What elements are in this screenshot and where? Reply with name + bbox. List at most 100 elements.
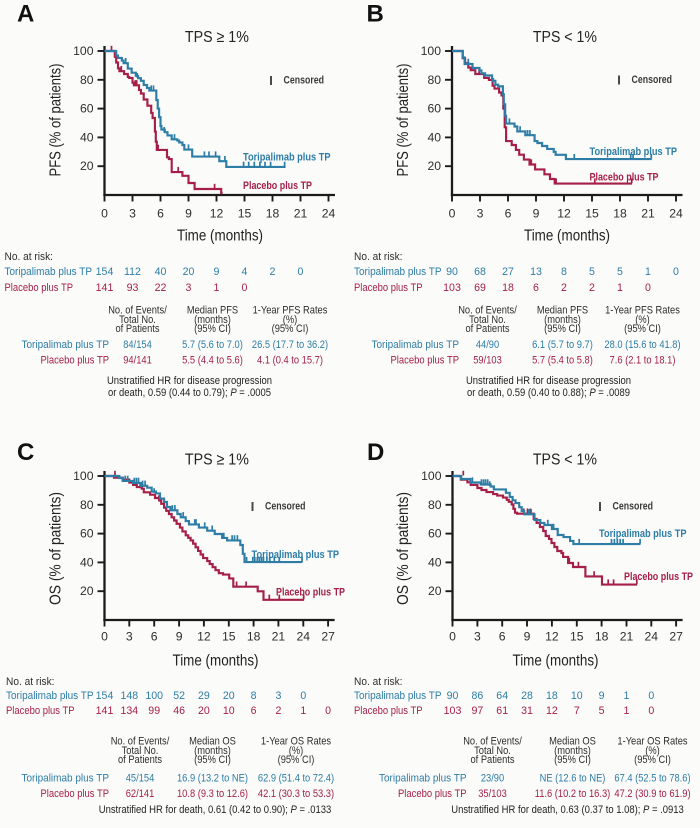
svg-text:9: 9 xyxy=(214,266,220,278)
svg-text:9: 9 xyxy=(176,630,183,644)
svg-text:Censored: Censored xyxy=(613,501,654,513)
svg-text:12: 12 xyxy=(557,206,571,220)
svg-text:80: 80 xyxy=(80,73,94,87)
svg-text:18: 18 xyxy=(595,630,609,644)
svg-text:OS (% of patients): OS (% of patients) xyxy=(48,492,65,605)
svg-text:8: 8 xyxy=(561,266,567,278)
svg-text:18: 18 xyxy=(266,206,280,220)
svg-text:OS (% of patients): OS (% of patients) xyxy=(395,492,412,605)
svg-text:No. at risk:: No. at risk: xyxy=(354,676,403,688)
svg-text:0: 0 xyxy=(648,705,654,717)
svg-text:Placebo plus TP: Placebo plus TP xyxy=(354,282,423,294)
svg-text:Total No.: Total No. xyxy=(119,314,156,326)
svg-text:Toripalimab plus TP: Toripalimab plus TP xyxy=(22,339,110,351)
svg-text:Censored: Censored xyxy=(265,501,306,513)
svg-text:60: 60 xyxy=(427,102,441,116)
svg-text:27: 27 xyxy=(669,630,683,644)
svg-text:1: 1 xyxy=(645,266,651,278)
svg-text:40: 40 xyxy=(80,555,94,569)
svg-text:4: 4 xyxy=(242,266,248,278)
svg-text:3: 3 xyxy=(186,282,192,294)
svg-text:B: B xyxy=(367,1,384,28)
svg-text:0: 0 xyxy=(300,690,306,702)
svg-text:0: 0 xyxy=(101,206,108,220)
svg-text:No. of Events/: No. of Events/ xyxy=(108,305,167,317)
svg-text:148: 148 xyxy=(120,690,138,702)
svg-text:46: 46 xyxy=(173,705,185,717)
svg-text:8: 8 xyxy=(251,690,257,702)
svg-text:0: 0 xyxy=(449,206,456,220)
svg-text:5: 5 xyxy=(617,266,623,278)
svg-text:90: 90 xyxy=(446,266,458,278)
svg-text:9: 9 xyxy=(524,630,531,644)
svg-text:60: 60 xyxy=(80,527,94,541)
svg-text:7.6 (2.1 to 18.1): 7.6 (2.1 to 18.1) xyxy=(610,355,676,367)
svg-text:(months): (months) xyxy=(554,745,591,757)
svg-text:35/103: 35/103 xyxy=(478,788,507,800)
svg-text:Toripalimab plus TP: Toripalimab plus TP xyxy=(6,690,94,702)
svg-text:1-Year OS Rates: 1-Year OS Rates xyxy=(261,736,331,748)
svg-text:69: 69 xyxy=(474,282,486,294)
svg-text:TPS ≥ 1%: TPS ≥ 1% xyxy=(185,452,249,469)
svg-text:3: 3 xyxy=(126,630,133,644)
svg-text:Placebo plus TP: Placebo plus TP xyxy=(590,172,659,184)
svg-text:100: 100 xyxy=(145,690,163,702)
svg-text:Median OS: Median OS xyxy=(549,736,596,748)
svg-text:59/103: 59/103 xyxy=(473,355,502,367)
svg-text:12: 12 xyxy=(197,630,211,644)
svg-text:12: 12 xyxy=(545,630,559,644)
svg-text:NE (12.6 to NE): NE (12.6 to NE) xyxy=(540,773,606,785)
svg-text:Censored: Censored xyxy=(284,75,325,87)
svg-text:No. of Events/: No. of Events/ xyxy=(463,736,522,748)
svg-text:7: 7 xyxy=(574,705,580,717)
svg-text:No. of Events/: No. of Events/ xyxy=(111,736,170,748)
svg-text:154: 154 xyxy=(96,690,114,702)
svg-text:21: 21 xyxy=(272,630,286,644)
svg-text:12: 12 xyxy=(210,206,224,220)
svg-text:5: 5 xyxy=(589,266,595,278)
svg-text:0: 0 xyxy=(648,690,654,702)
svg-text:0: 0 xyxy=(325,705,331,717)
svg-text:Toripalimab plus TP: Toripalimab plus TP xyxy=(243,152,331,164)
svg-text:3: 3 xyxy=(275,690,281,702)
svg-text:Time (months): Time (months) xyxy=(177,228,263,245)
svg-text:1: 1 xyxy=(617,282,623,294)
svg-text:6: 6 xyxy=(251,705,257,717)
svg-text:15: 15 xyxy=(585,206,599,220)
svg-text:3: 3 xyxy=(474,630,481,644)
svg-text:20: 20 xyxy=(428,584,442,598)
svg-text:Placebo plus TP: Placebo plus TP xyxy=(354,705,423,717)
svg-text:97: 97 xyxy=(472,705,484,717)
svg-text:of Patients: of Patients xyxy=(465,323,509,335)
svg-text:21: 21 xyxy=(294,206,308,220)
svg-text:20: 20 xyxy=(427,159,441,173)
svg-text:No. at risk:: No. at risk: xyxy=(354,251,403,263)
svg-text:Median PFS: Median PFS xyxy=(187,305,238,317)
svg-text:Placebo plus TP: Placebo plus TP xyxy=(276,587,345,599)
svg-text:18: 18 xyxy=(613,206,627,220)
svg-text:80: 80 xyxy=(427,73,441,87)
svg-text:31: 31 xyxy=(521,705,533,717)
svg-text:TPS < 1%: TPS < 1% xyxy=(533,29,597,46)
svg-text:29: 29 xyxy=(198,690,210,702)
svg-text:28: 28 xyxy=(521,690,533,702)
svg-text:PFS (% of patients): PFS (% of patients) xyxy=(395,64,412,177)
svg-text:44/90: 44/90 xyxy=(476,339,499,351)
svg-text:Censored: Censored xyxy=(632,74,673,86)
svg-text:134: 134 xyxy=(120,705,138,717)
svg-text:Time (months): Time (months) xyxy=(513,653,599,670)
svg-text:80: 80 xyxy=(80,498,94,512)
svg-text:23/90: 23/90 xyxy=(481,773,504,785)
svg-text:21: 21 xyxy=(620,630,634,644)
svg-text:2: 2 xyxy=(275,705,281,717)
svg-text:15: 15 xyxy=(238,206,252,220)
svg-text:TPS < 1%: TPS < 1% xyxy=(533,452,597,469)
svg-text:154: 154 xyxy=(96,266,114,278)
svg-text:Placebo plus TP: Placebo plus TP xyxy=(624,571,693,583)
svg-text:Time (months): Time (months) xyxy=(524,228,610,245)
svg-text:40: 40 xyxy=(428,555,442,569)
svg-text:18: 18 xyxy=(502,282,514,294)
svg-text:9: 9 xyxy=(599,690,605,702)
svg-text:27: 27 xyxy=(502,266,514,278)
svg-text:Placebo plus TP: Placebo plus TP xyxy=(243,180,312,192)
